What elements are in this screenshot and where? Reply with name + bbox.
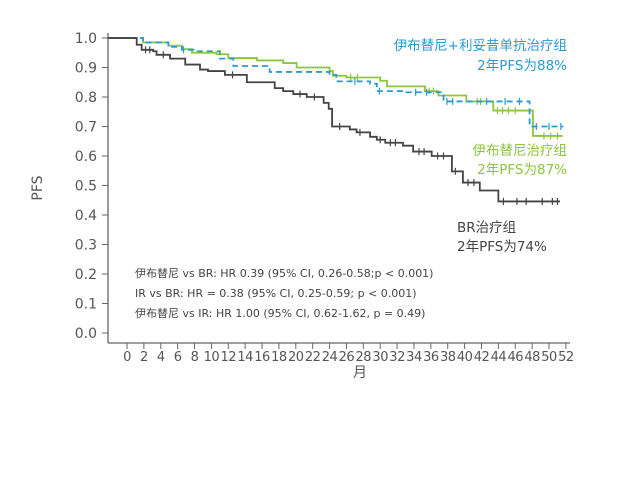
x-tick-label: 28 xyxy=(356,350,372,365)
x-tick-label: 10 xyxy=(204,350,220,365)
curves xyxy=(108,37,564,205)
x-tick-label: 24 xyxy=(322,350,338,365)
x-tick-label: 2 xyxy=(140,350,148,365)
y-tick-label: 0.8 xyxy=(75,90,97,106)
y-tick-label: 0.4 xyxy=(75,208,97,224)
x-tick-label: 4 xyxy=(157,350,165,365)
x-tick-label: 36 xyxy=(423,350,439,365)
hr-line-1: 伊布替尼 vs BR: HR 0.39 (95% CI, 0.26-0.58;p… xyxy=(135,266,433,280)
br-pfs-label: 2年PFS为74% xyxy=(457,239,547,255)
x-tick-label: 18 xyxy=(271,350,287,365)
x-tick-label: 50 xyxy=(541,350,557,365)
x-tick-label: 38 xyxy=(440,350,456,365)
y-tick-label: 0.6 xyxy=(75,149,97,165)
x-tick-label: 0 xyxy=(123,350,131,365)
x-tick-label: 42 xyxy=(474,350,490,365)
x-tick-label: 40 xyxy=(457,350,473,365)
x-tick-label: 32 xyxy=(389,350,405,365)
x-tick-label: 8 xyxy=(191,350,199,365)
x-tick-label: 44 xyxy=(491,350,507,365)
x-tick-label: 20 xyxy=(288,350,304,365)
y-tick-label: 0.5 xyxy=(75,179,97,195)
x-tick-label: 52 xyxy=(558,350,574,365)
axes: 0.00.10.20.30.40.50.60.70.80.91.00 2 4 6 8 10… xyxy=(75,31,574,365)
x-tick-label: 6 xyxy=(174,350,182,365)
km-curve-br xyxy=(108,37,560,203)
hr-line-3: 伊布替尼 vs IR: HR 1.00 (95% CI, 0.62-1.62, … xyxy=(135,306,425,320)
x-tick-label: 30 xyxy=(372,350,388,365)
x-tick-label: 12 xyxy=(221,350,237,365)
y-tick-label: 0.7 xyxy=(75,120,97,136)
y-tick-label: 0.2 xyxy=(75,267,97,283)
x-axis-label: 月 xyxy=(353,365,367,381)
hr-line-2: IR vs BR: HR = 0.38 (95% CI, 0.25-0.59; … xyxy=(135,287,417,300)
y-tick-label: 0.9 xyxy=(75,61,97,77)
ir-pfs-label: 2年PFS为88% xyxy=(477,58,567,74)
x-tick-label: 16 xyxy=(254,350,270,365)
x-tick-label: 14 xyxy=(237,350,253,365)
x-tick-label: 22 xyxy=(305,350,321,365)
ir-group-label: 伊布替尼+利妥昔单抗治疗组 xyxy=(394,38,567,54)
i-group-label: 伊布替尼治疗组 xyxy=(473,143,568,159)
y-tick-label: 0.1 xyxy=(75,297,97,313)
x-tick-label: 46 xyxy=(507,350,523,365)
y-tick-label: 0.3 xyxy=(75,238,97,254)
x-tick-label: 48 xyxy=(524,350,540,365)
br-group-label: BR治疗组 xyxy=(457,220,516,236)
x-tick-label: 34 xyxy=(406,350,422,365)
km-curve-ir xyxy=(139,37,564,128)
i-pfs-label: 2年PFS为87% xyxy=(477,162,567,178)
x-tick-label: 26 xyxy=(339,350,355,365)
y-tick-label: 0.0 xyxy=(75,326,97,342)
km-curve-ibrutinib xyxy=(139,37,563,137)
y-tick-label: 1.0 xyxy=(75,31,97,47)
y-axis-label: PFS xyxy=(30,175,46,200)
